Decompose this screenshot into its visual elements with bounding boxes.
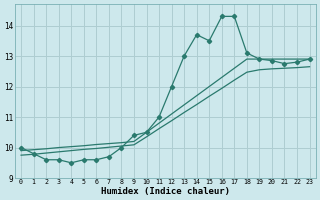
X-axis label: Humidex (Indice chaleur): Humidex (Indice chaleur) — [101, 187, 230, 196]
